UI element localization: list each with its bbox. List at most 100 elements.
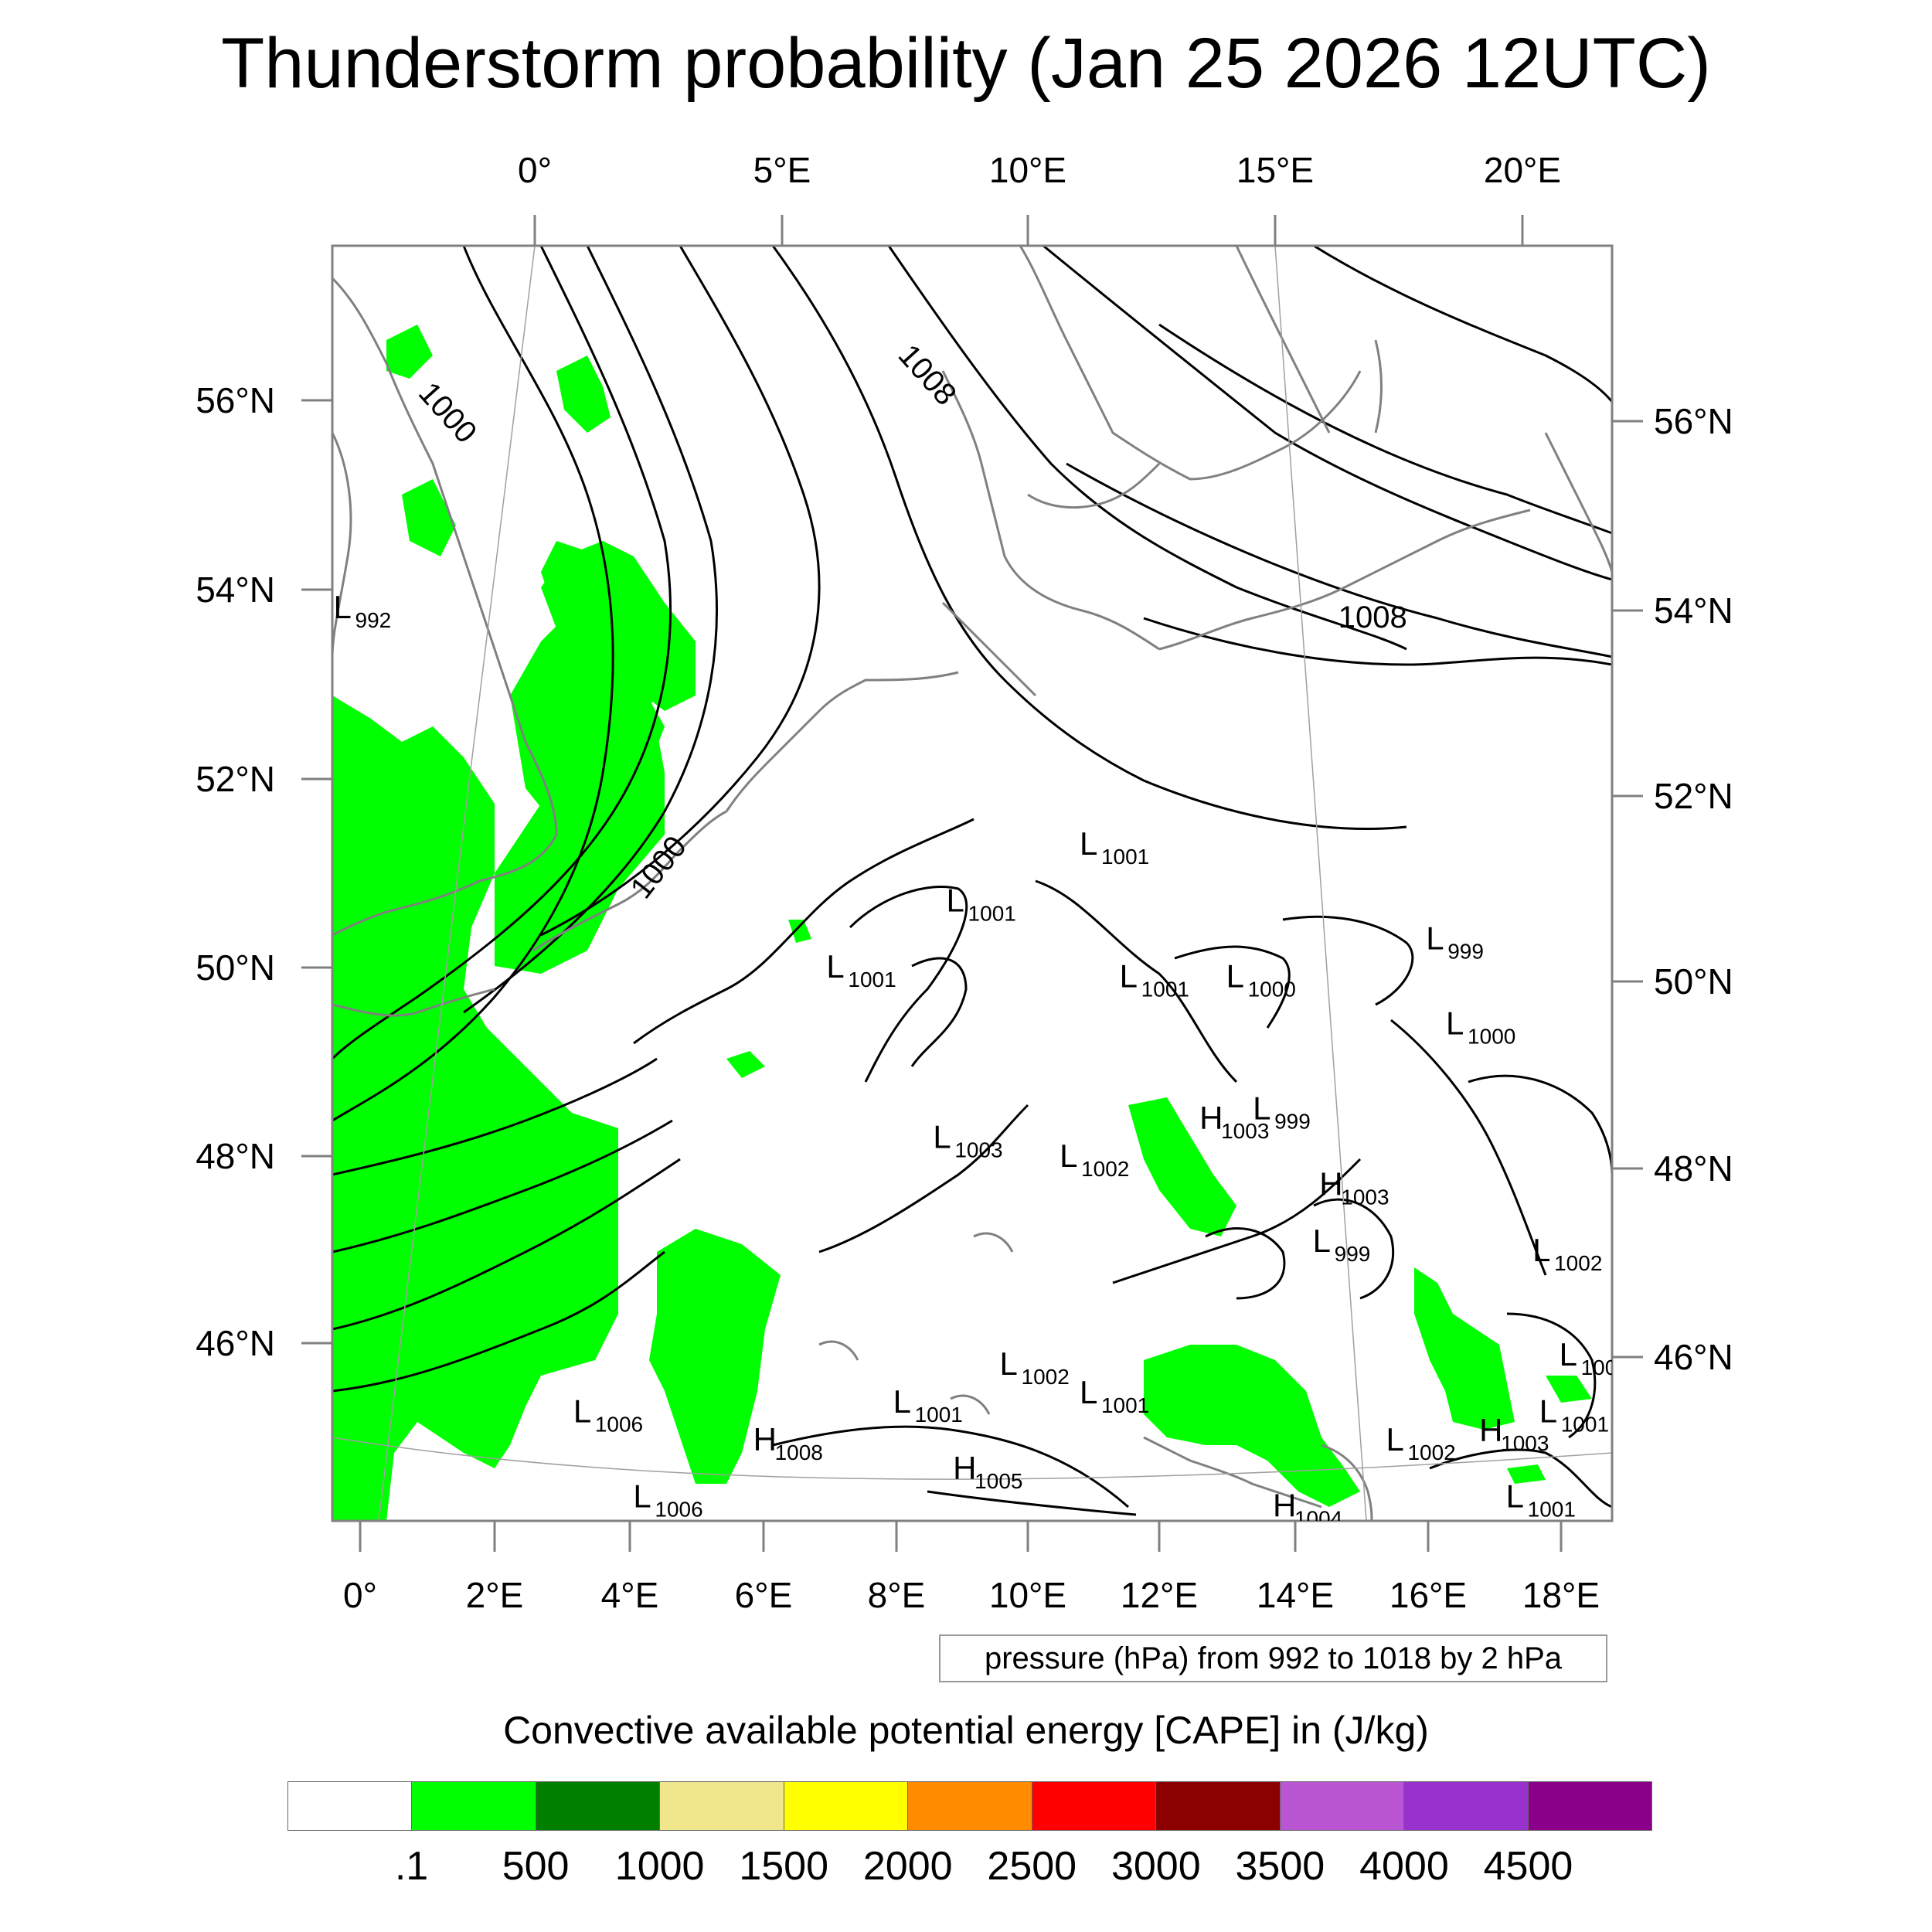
pressure-center-letter: L: [633, 1478, 651, 1514]
isobar-label: 1008: [1338, 600, 1407, 634]
isobar: [1066, 462, 1612, 658]
colorbar-label: .1: [394, 1844, 429, 1889]
colorbar-label: 4000: [1359, 1844, 1449, 1889]
contour-info-text: pressure (hPa) from 992 to 1018 by 2 hPa: [984, 1641, 1563, 1675]
pressure-center-value: 1006: [595, 1412, 643, 1436]
colorbar-swatch: [288, 1782, 413, 1830]
pressure-center-letter: L: [1532, 1232, 1550, 1268]
top-lon-label: 0°: [518, 150, 552, 190]
coastline-lake: [973, 1232, 1014, 1253]
cape-area-alps-east: [1128, 1097, 1236, 1236]
pressure-center-value: 1003: [1341, 1185, 1389, 1209]
pressure-center-letter: L: [1080, 825, 1097, 862]
pressure-center-value: 1001: [915, 1403, 963, 1427]
pressure-center-value: 1003: [1501, 1431, 1549, 1455]
right-lat-label: 46°N: [1654, 1337, 1733, 1377]
bottom-lon-label: 4°E: [601, 1575, 659, 1615]
low-pressure-center: L 999: [1313, 1223, 1371, 1266]
top-lon-label: 15°E: [1236, 150, 1314, 190]
graticule: [332, 246, 1612, 1521]
pressure-center-letter: L: [1426, 920, 1444, 956]
low-pressure-center: L 10: [1619, 1043, 1665, 1086]
pressure-center-letter: L: [1080, 1374, 1097, 1410]
bottom-lon-label: 18°E: [1522, 1575, 1600, 1615]
coastline-baltic-east: [1544, 432, 1612, 573]
pressure-center-letter: L: [1506, 1478, 1524, 1514]
pressure-center-letter: L: [1539, 1393, 1557, 1429]
isobar: [1112, 1158, 1362, 1284]
low-pressure-center: L 1006: [573, 1393, 643, 1436]
low-pressure-center: L 1000: [1226, 957, 1296, 1001]
colorbar-label: 1000: [614, 1844, 705, 1889]
bottom-lon-label: 12°E: [1121, 1575, 1198, 1615]
low-pressure-center: L 1001: [1560, 1336, 1629, 1379]
pressure-center-value: 1005: [975, 1469, 1022, 1493]
pressure-center-letter: L: [1226, 957, 1244, 994]
isobar: [1429, 1448, 1612, 1509]
pressure-center-value: 1000: [1248, 977, 1296, 1001]
pressure-center-letter: L: [947, 882, 964, 918]
pressure-center-letter: L: [334, 589, 352, 625]
low-pressure-center: L 992: [334, 589, 392, 632]
coastline-gotland: [1374, 339, 1383, 434]
pressure-center-letter: L: [1446, 1005, 1464, 1041]
pressure-center-value: 1000: [1468, 1024, 1515, 1048]
colorbar-swatch: [536, 1782, 661, 1830]
isobar: [1043, 246, 1612, 581]
low-pressure-center: L 1001: [826, 948, 896, 992]
tick-marks: [301, 215, 1643, 1552]
pressure-center-letter: L: [1120, 957, 1138, 994]
pressure-center-value: 1003: [1221, 1119, 1269, 1143]
coastlines: [332, 246, 1612, 1521]
colorbar-label: 3000: [1111, 1844, 1201, 1889]
coastline-lake-2: [818, 1340, 859, 1361]
isobar: [1035, 879, 1238, 1083]
pressure-center-value: 1002: [1554, 1251, 1602, 1275]
pressure-center-value: 1008: [775, 1440, 823, 1464]
pressure-center-letter: L: [893, 1383, 911, 1420]
pressure-center-letter: H: [1479, 1412, 1502, 1448]
isobar: [633, 818, 975, 1045]
right-lat-label: 50°N: [1654, 961, 1733, 1002]
colorbar-swatch: [908, 1782, 1032, 1830]
top-lon-labels: 0° 5°E 10°E 15°E 20°E: [518, 150, 1561, 190]
coastline-brittany: [332, 988, 495, 1017]
right-lat-label: 48°N: [1654, 1148, 1733, 1189]
coastline-sweden: [1019, 246, 1362, 481]
low-pressure-center: L 1001: [893, 1383, 963, 1427]
low-pressure-center: L 1001: [1080, 1374, 1149, 1417]
isobar: [1313, 1198, 1395, 1300]
cape-area-hungary-dots: [1546, 1376, 1592, 1403]
pressure-center-value: 1001: [1581, 1355, 1629, 1379]
pressure-center-letter: L: [1253, 1090, 1270, 1127]
pressure-center-letter: L: [1060, 1138, 1077, 1174]
isobar: [332, 1057, 658, 1176]
pressure-center-value: 1001: [1101, 845, 1149, 869]
bottom-lon-label: 16°E: [1389, 1575, 1467, 1615]
isobar: [332, 246, 614, 1122]
isobar: [910, 957, 968, 1067]
low-pressure-center: L 1003: [933, 1118, 1002, 1162]
pressure-center-value: 1001: [968, 901, 1016, 925]
pressure-center-letter: H: [753, 1421, 777, 1458]
pressure-center-value: 1001: [1561, 1412, 1609, 1436]
left-lat-label: 54°N: [196, 570, 275, 610]
colorbar-labels: .1 500 1000 1500 2000 2500 3000 3500 4000 4500: [0, 1843, 1932, 1897]
isobar-label: 1000: [412, 376, 483, 450]
coastline-benelux: [725, 671, 959, 812]
low-pressure-center: L 1001: [947, 882, 1016, 925]
cape-area-north-sea-d: [386, 325, 433, 379]
colorbar-swatch: [1032, 1782, 1157, 1830]
colorbar-swatch: [1404, 1782, 1529, 1830]
right-lat-label: 52°N: [1654, 776, 1733, 816]
pressure-center-value: 1001: [1528, 1497, 1576, 1521]
isobar: [1468, 1074, 1612, 1175]
cape-area-adriatic: [1144, 1345, 1360, 1507]
pressure-center-letter: L: [1386, 1421, 1403, 1458]
colorbar-swatch: [1280, 1782, 1405, 1830]
low-pressure-center: L 1006: [633, 1478, 702, 1521]
colorbar-swatch: [1156, 1782, 1281, 1830]
